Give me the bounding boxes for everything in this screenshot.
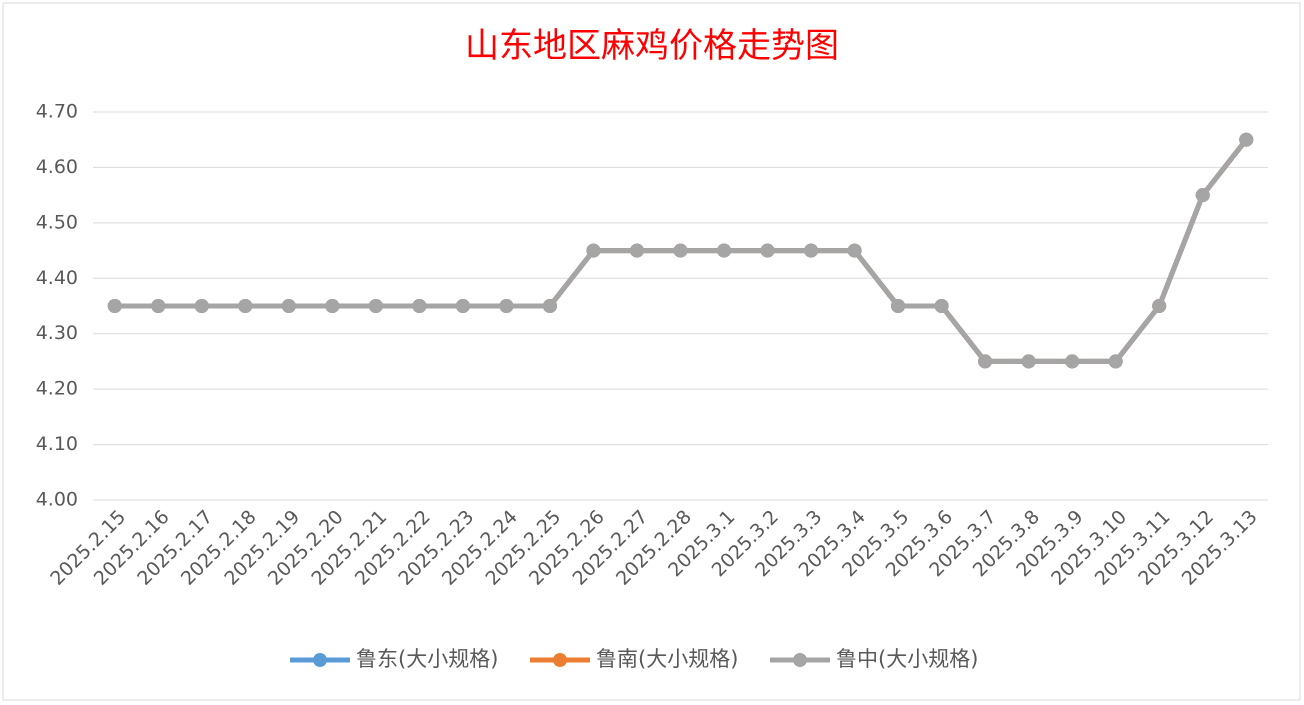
data-point xyxy=(194,299,209,313)
data-point xyxy=(151,299,166,313)
y-tick-label: 4.20 xyxy=(36,378,78,400)
data-point xyxy=(1239,132,1254,147)
legend-marker xyxy=(313,653,327,667)
data-point xyxy=(1195,188,1210,203)
data-point xyxy=(978,354,993,369)
y-tick-label: 4.30 xyxy=(36,322,78,344)
data-point xyxy=(238,299,253,313)
data-point xyxy=(412,299,427,313)
data-point xyxy=(673,243,688,258)
y-tick-label: 4.10 xyxy=(36,433,78,455)
y-tick-label: 4.50 xyxy=(36,211,78,233)
data-point xyxy=(586,243,601,258)
data-point xyxy=(107,299,122,313)
y-tick-label: 4.00 xyxy=(36,489,78,511)
data-point xyxy=(1152,299,1167,313)
data-point xyxy=(934,299,949,313)
data-point xyxy=(717,243,732,258)
data-point xyxy=(455,299,470,313)
data-point xyxy=(1021,354,1036,369)
data-point xyxy=(847,243,862,258)
data-point xyxy=(1065,354,1080,369)
data-point xyxy=(499,299,514,313)
y-tick-label: 4.40 xyxy=(36,267,78,289)
data-point xyxy=(760,243,775,258)
legend-marker xyxy=(553,653,567,667)
data-point xyxy=(368,299,383,313)
legend-label: 鲁东(大小规格) xyxy=(356,647,498,671)
legend-label: 鲁中(大小规格) xyxy=(836,647,978,671)
y-tick-label: 4.60 xyxy=(36,156,78,178)
chart-title: 山东地区麻鸡价格走势图 xyxy=(465,26,839,66)
data-point xyxy=(1108,354,1123,369)
data-point xyxy=(325,299,340,313)
y-tick-label: 4.70 xyxy=(36,101,78,123)
legend-marker xyxy=(793,653,807,667)
legend-label: 鲁南(大小规格) xyxy=(596,647,738,671)
data-point xyxy=(804,243,819,258)
data-point xyxy=(542,299,557,313)
data-point xyxy=(281,299,296,313)
data-point xyxy=(629,243,644,258)
data-point xyxy=(891,299,906,313)
